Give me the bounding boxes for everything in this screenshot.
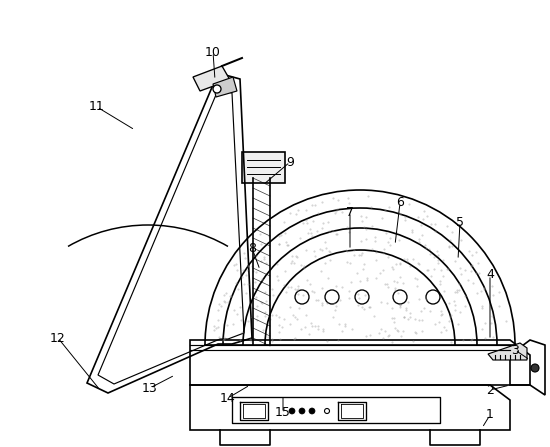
Text: 13: 13 xyxy=(142,381,158,395)
Text: 4: 4 xyxy=(486,269,494,282)
Circle shape xyxy=(531,364,539,372)
Text: 10: 10 xyxy=(205,46,221,59)
Text: 12: 12 xyxy=(50,332,66,345)
Polygon shape xyxy=(193,66,230,91)
Text: 7: 7 xyxy=(346,206,354,219)
Text: 11: 11 xyxy=(89,101,105,114)
Polygon shape xyxy=(213,77,237,97)
Text: 14: 14 xyxy=(220,392,236,405)
Text: 5: 5 xyxy=(456,215,464,228)
Polygon shape xyxy=(488,343,527,360)
Circle shape xyxy=(213,85,221,93)
Text: 9: 9 xyxy=(286,156,294,169)
Circle shape xyxy=(299,408,305,414)
Text: 15: 15 xyxy=(275,406,291,419)
Text: 6: 6 xyxy=(396,197,404,210)
Circle shape xyxy=(309,408,315,414)
Circle shape xyxy=(289,408,295,414)
Polygon shape xyxy=(242,152,285,183)
Text: 2: 2 xyxy=(486,384,494,396)
Text: 1: 1 xyxy=(486,409,494,422)
Text: 8: 8 xyxy=(248,241,256,254)
Text: 3: 3 xyxy=(511,343,519,357)
